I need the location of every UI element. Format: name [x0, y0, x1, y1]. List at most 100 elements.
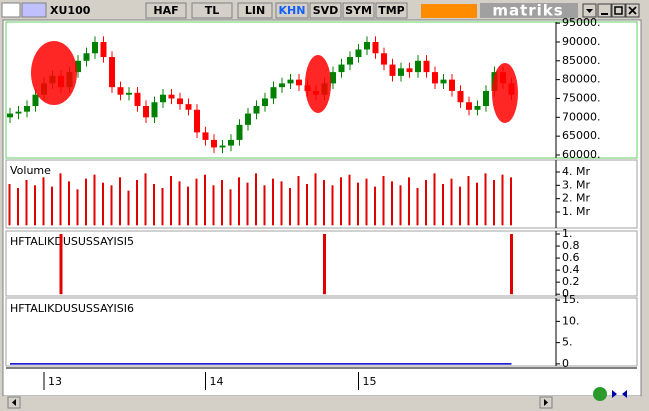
- bar: [178, 181, 181, 226]
- bar: [425, 180, 427, 226]
- icon[interactable]: [1, 2, 21, 18]
- candle-body: [202, 132, 209, 140]
- bar: [102, 182, 104, 226]
- toolbar-button[interactable]: TMP: [375, 2, 408, 19]
- panel-frame: [5, 21, 638, 159]
- y-tick-label: 10.: [562, 314, 580, 327]
- highlight: [492, 63, 518, 123]
- y-tick-label: 5.: [562, 336, 573, 349]
- bar: [289, 188, 291, 226]
- candle-body: [228, 139, 234, 146]
- bar: [263, 185, 266, 226]
- y-tick-label: 0.6: [562, 251, 580, 264]
- candle-body: [474, 106, 481, 110]
- candle-body: [364, 41, 370, 50]
- icon-x: [628, 6, 637, 15]
- toolbar-button[interactable]: TL: [191, 2, 233, 19]
- button-face: [309, 2, 342, 19]
- toolbar-button[interactable]: HAF: [145, 2, 187, 19]
- candle-body: [100, 41, 107, 58]
- button-label: SVD: [313, 4, 339, 17]
- y-tick-label: 80000.: [562, 73, 601, 86]
- bar: [255, 173, 257, 226]
- candle-body: [151, 102, 158, 118]
- candle-body: [7, 113, 13, 118]
- candle-body: [466, 102, 472, 110]
- minimize[interactable]: [597, 3, 612, 18]
- color-box[interactable]: [421, 4, 477, 18]
- candle-body: [168, 94, 175, 99]
- y-tick-label: 95000.: [562, 16, 601, 29]
- bar: [340, 177, 342, 226]
- button-face: [191, 2, 233, 19]
- candle-body: [143, 106, 149, 118]
- y-tick-label: 0.8: [562, 239, 580, 252]
- toolbar-button[interactable]: KHN: [275, 2, 309, 19]
- y-tick-label: 15.: [562, 293, 580, 306]
- bar: [187, 186, 189, 226]
- arrow: [12, 399, 16, 406]
- bar: [501, 174, 504, 226]
- candle-body: [381, 53, 387, 65]
- candle-body: [92, 41, 98, 54]
- bar: [68, 181, 70, 226]
- refresh[interactable]: [593, 387, 607, 401]
- candle-body: [219, 145, 226, 148]
- candle-body: [32, 94, 39, 107]
- bar: [204, 174, 206, 226]
- x-tick-label: 15: [363, 375, 377, 388]
- bar: [374, 186, 376, 226]
- bar: [42, 177, 45, 226]
- candle-body: [372, 41, 379, 54]
- bar: [93, 174, 96, 226]
- candle-body: [253, 106, 260, 114]
- panel-frame: [5, 297, 638, 367]
- candle-body: [270, 87, 277, 99]
- bar: [306, 184, 308, 226]
- y-tick-label: 4. Mr: [562, 165, 590, 178]
- panel-frame: [5, 230, 638, 297]
- candle-body: [483, 90, 489, 107]
- candle-body: [236, 124, 243, 140]
- candle-body: [287, 79, 294, 84]
- bar: [272, 178, 274, 226]
- maximize[interactable]: [611, 3, 626, 18]
- candle-body: [398, 68, 404, 76]
- y-tick-label: 65000.: [562, 129, 601, 142]
- toolbar-button[interactable]: SVD: [309, 2, 342, 19]
- button-face: [145, 2, 187, 19]
- x-tick-label: 13: [48, 375, 62, 388]
- candle-body: [117, 87, 124, 95]
- y-tick-label: 2. Mr: [562, 192, 590, 205]
- toolbar-button[interactable]: LIN: [237, 2, 273, 19]
- bar: [323, 234, 326, 295]
- bar: [119, 177, 121, 226]
- nav-arrows[interactable]: [612, 390, 627, 398]
- button-face: [237, 2, 273, 19]
- bar: [442, 184, 444, 226]
- button-face: [375, 2, 408, 19]
- candle-body: [279, 83, 285, 88]
- logo-bg: [480, 3, 578, 18]
- bar: [416, 188, 419, 226]
- button-label: LIN: [245, 4, 265, 17]
- highlight: [31, 41, 77, 105]
- bar: [476, 182, 478, 226]
- candle-body: [338, 64, 345, 73]
- candle-body: [134, 92, 141, 107]
- scrollbar: [3, 396, 641, 409]
- candle-body: [440, 79, 447, 84]
- candle-body: [457, 90, 464, 103]
- bar: [323, 180, 325, 226]
- panel-title: HFTALIKDUSUSSAYISI6: [10, 302, 134, 315]
- candle-body: [296, 79, 302, 86]
- panel-frame: [5, 159, 638, 229]
- y-tick-label: 60000.: [562, 148, 601, 161]
- y-tick-label: 90000.: [562, 35, 601, 48]
- icon[interactable]: [21, 2, 47, 18]
- button-label: TL: [205, 4, 220, 17]
- candle-body: [415, 60, 421, 73]
- panel-title: HFTALIKDUSUSSAYISI5: [10, 235, 134, 248]
- toolbar-button[interactable]: SYM: [342, 2, 375, 19]
- bar: [365, 178, 368, 226]
